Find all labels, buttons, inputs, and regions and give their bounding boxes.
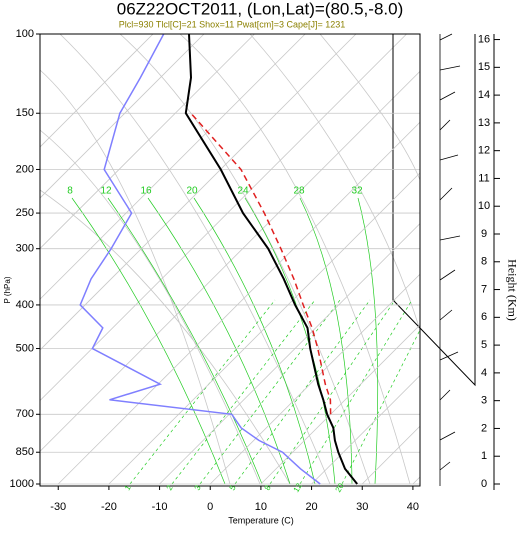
profile-line — [190, 112, 332, 415]
x-tick-label: 40 — [407, 501, 419, 513]
mixing-ratio-label: 2 — [165, 483, 175, 492]
y2-tick-label: 2 — [481, 422, 487, 434]
grid-line — [260, 324, 420, 485]
y-tick-label: 1000 — [10, 478, 34, 490]
y2-tick-label: 8 — [481, 256, 487, 268]
y2-tick-label: 11 — [478, 172, 489, 184]
y2-tick-label: 10 — [478, 200, 490, 212]
moist-adiabats — [71, 197, 379, 485]
y2-tick-label: 12 — [478, 145, 490, 157]
y-axis-label: P (hPa) — [3, 276, 12, 303]
x-tick-label: -30 — [50, 501, 66, 513]
y2-tick-label: 0 — [481, 478, 487, 490]
mixing-ratio-label: 5 — [228, 483, 238, 492]
x-tick-label: 0 — [207, 501, 213, 513]
plot-area — [40, 34, 420, 485]
moist-adiabat-label: 32 — [351, 186, 363, 197]
x-tick-label: -10 — [152, 501, 168, 513]
y2-tick-label: 1 — [481, 450, 487, 462]
x-tick-label: 10 — [255, 501, 267, 513]
y2-axis-label: Height (Km) — [505, 259, 519, 321]
grid-line — [209, 273, 420, 485]
mixing-ratio-label: 1 — [123, 483, 133, 492]
moist-adiabat-label: 20 — [186, 186, 198, 197]
y-tick-label: 500 — [16, 342, 34, 354]
x-tick-label: -20 — [101, 501, 117, 513]
moist-adiabat-label: 12 — [100, 186, 112, 197]
mixing-ratio-label: 8 — [263, 483, 273, 492]
y2-tick-label: 6 — [481, 311, 487, 323]
y2-tick-label: 4 — [481, 367, 487, 379]
x-tick-label: 20 — [305, 501, 317, 513]
moist-adiabat-label: 8 — [67, 186, 73, 197]
y-tick-label: 150 — [16, 107, 34, 119]
y2-tick-label: 13 — [478, 117, 490, 129]
plot-frame — [39, 33, 421, 487]
y2-tick-label: 14 — [478, 89, 490, 101]
background-isotherms — [40, 34, 420, 485]
y-tick-label: 700 — [16, 408, 34, 420]
y2-tick-label: 7 — [481, 283, 487, 295]
y-tick-label: 850 — [16, 446, 34, 458]
y2-tick-label: 16 — [478, 33, 490, 45]
y2-tick-label: 3 — [481, 395, 487, 407]
moist-adiabat-label: 28 — [293, 186, 305, 197]
profile-line — [184, 34, 358, 485]
y2-tick-label: 15 — [478, 61, 490, 73]
wind-barbs — [439, 33, 461, 486]
y-tick-label: 200 — [16, 163, 34, 175]
profile-line — [79, 34, 321, 485]
moist-adiabat-label: 24 — [237, 186, 249, 197]
y2-tick-label: 9 — [481, 228, 487, 240]
x-tick-label: 30 — [356, 501, 368, 513]
grid-line — [311, 375, 420, 485]
moist-adiabat-label: 16 — [140, 186, 152, 197]
y-tick-label: 300 — [16, 243, 34, 255]
chart-subtitle: Plcl=930 Tlcl[C]=21 Shox=11 Pwat[cm]=3 C… — [119, 19, 346, 29]
y-tick-label: 250 — [16, 207, 34, 219]
y-tick-label: 100 — [16, 28, 34, 40]
y2-tick-label: 5 — [481, 339, 487, 351]
y-tick-label: 400 — [16, 299, 34, 311]
grid-line — [159, 223, 420, 485]
grid-line — [57, 121, 420, 485]
mixing-ratio-label: 3 — [193, 483, 203, 492]
hodograph-frame — [392, 34, 476, 387]
chart-title: 06Z22OCT2011, (Lon,Lat)=(80.5,-8.0) — [117, 0, 404, 18]
x-axis-label: Temperature (C) — [228, 515, 294, 525]
